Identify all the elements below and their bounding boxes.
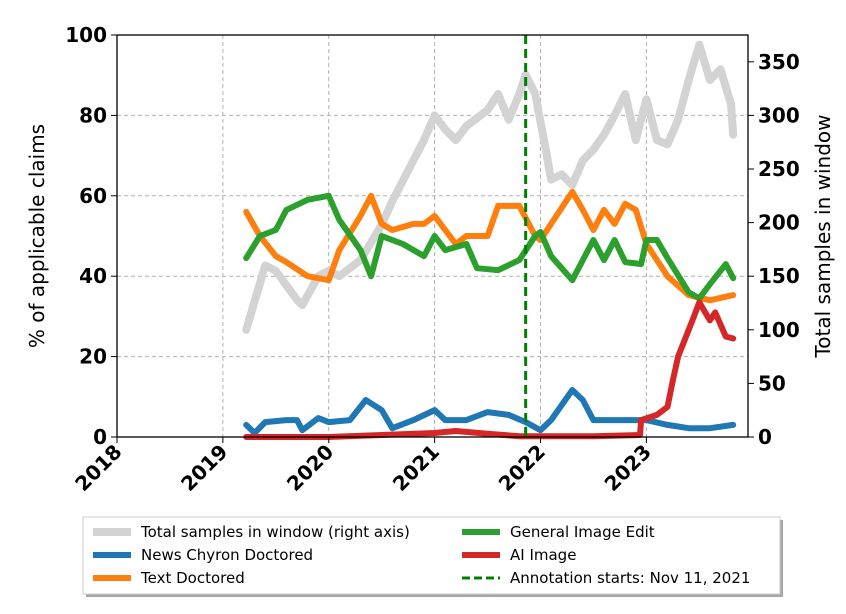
x-tick-label: 2019 [176, 440, 232, 496]
legend-label: Total samples in window (right axis) [140, 523, 410, 541]
left-axis-ticks: 0 20 40 60 80 100 [65, 23, 117, 449]
y-tick-label: 80 [79, 103, 107, 127]
y-right-tick-label: 350 [758, 50, 800, 74]
y-axis-label: % of applicable claims [25, 124, 49, 348]
y-right-tick-label: 50 [758, 371, 786, 395]
y-right-tick-label: 0 [758, 425, 772, 449]
y-right-tick-label: 300 [758, 103, 800, 127]
series-lines [242, 40, 738, 440]
y-right-tick-label: 100 [758, 318, 800, 342]
y-tick-label: 40 [79, 264, 107, 288]
y-tick-label: 100 [65, 23, 107, 47]
legend-label: General Image Edit [510, 523, 655, 541]
x-tick-label: 2021 [388, 440, 444, 496]
x-tick-label: 2023 [600, 440, 656, 496]
right-axis-ticks: 0 50 100 150 200 250 300 350 [748, 50, 800, 449]
y-tick-label: 20 [79, 345, 107, 369]
series-line-ai-image [243, 299, 737, 440]
y-right-tick-label: 250 [758, 157, 800, 181]
legend-label: News Chyron Doctored [141, 546, 313, 564]
x-tick-label: 2020 [282, 440, 338, 496]
series-line-total-samples-in-window-right-axis- [242, 40, 738, 334]
x-tick-label: 2022 [494, 440, 550, 496]
y-tick-label: 0 [93, 425, 107, 449]
y-right-tick-label: 200 [758, 211, 800, 235]
plot-frame [116, 34, 749, 438]
legend-label: AI Image [510, 546, 576, 564]
series-line-text-doctored [243, 188, 737, 304]
y-axis-right-label: Total samples in window [811, 114, 835, 358]
legend-label: Annotation starts: Nov 11, 2021 [510, 569, 750, 587]
y-right-tick-label: 150 [758, 264, 800, 288]
series-line-general-image-edit [243, 192, 737, 302]
series-line-news-chyron-doctored [243, 387, 737, 436]
legend-label: Text Doctored [140, 569, 245, 587]
y-tick-label: 60 [79, 184, 107, 208]
legend: Total samples in window (right axis) News… [82, 516, 783, 597]
x-axis-ticks: 2018 2019 2020 2021 2022 2023 [70, 437, 656, 496]
